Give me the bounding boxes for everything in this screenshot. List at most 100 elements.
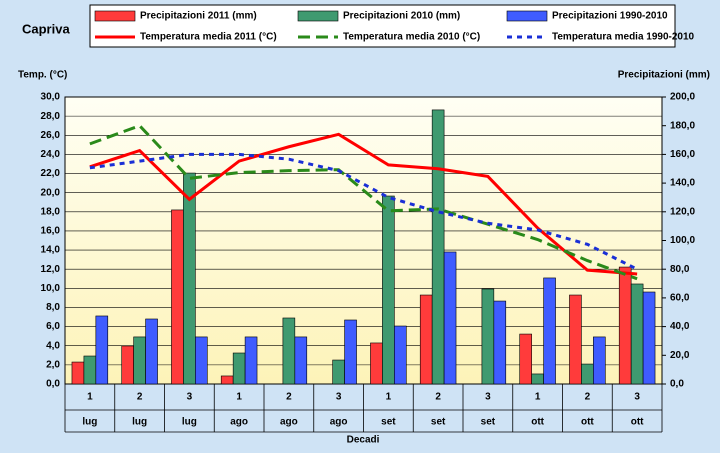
y-tick-label: 30,0	[41, 92, 61, 103]
x-group-label: lug	[182, 417, 197, 428]
y2-tick-label: 160,0	[670, 149, 695, 160]
bar	[71, 361, 85, 385]
bar	[443, 251, 457, 385]
chart-title: Capriva	[22, 21, 70, 36]
line	[89, 123, 638, 281]
y-axis-label: Temp. (°C)	[18, 70, 67, 81]
y-tick-label: 2,0	[46, 360, 60, 371]
x-group-label: set	[381, 417, 396, 428]
bar	[244, 336, 258, 385]
y-tick-label: 22,0	[41, 168, 61, 179]
bar	[519, 333, 532, 385]
bar	[618, 266, 632, 385]
legend-swatch	[297, 10, 339, 22]
y-tick-label: 6,0	[46, 321, 60, 332]
bar	[294, 336, 308, 385]
x-tick-label: 1	[386, 392, 392, 403]
bar	[344, 319, 357, 385]
bar	[543, 277, 556, 385]
y2-tick-label: 20,0	[670, 350, 690, 361]
line	[89, 152, 638, 271]
bar	[593, 336, 606, 385]
x-tick-label: 1	[535, 392, 541, 403]
bar	[394, 325, 407, 385]
x-group-label: ott	[531, 417, 544, 428]
x-group-label: set	[481, 417, 496, 428]
bar	[195, 336, 208, 385]
x-axis-label: Decadi	[347, 435, 380, 446]
bar	[370, 342, 383, 385]
x-group-label: ago	[280, 417, 298, 428]
bar	[171, 209, 184, 385]
legend-label: Precipitazioni 2010 (mm)	[343, 11, 460, 22]
bar	[83, 355, 97, 385]
x-group-label: ago	[330, 417, 348, 428]
x-group-label: ott	[581, 417, 594, 428]
y-tick-label: 12,0	[41, 264, 61, 275]
y2-axis-label: Precipitazioni (mm)	[618, 70, 710, 81]
bar	[493, 300, 507, 385]
bar	[183, 172, 196, 385]
line	[89, 132, 638, 276]
y-tick-label: 24,0	[41, 149, 61, 160]
y2-tick-label: 80,0	[670, 264, 690, 275]
y2-tick-label: 0,0	[670, 379, 684, 390]
bar	[121, 345, 134, 385]
plot-area	[64, 96, 663, 385]
x-tick-label: 3	[634, 392, 640, 403]
x-tick-label: 2	[137, 392, 143, 403]
bar	[133, 336, 146, 385]
bar	[581, 363, 594, 385]
y-tick-label: 14,0	[41, 245, 61, 256]
y2-tick-label: 60,0	[670, 293, 690, 304]
y2-tick-label: 40,0	[670, 321, 690, 332]
bar	[220, 375, 234, 385]
bar	[232, 352, 246, 385]
x-tick-label: 3	[485, 392, 491, 403]
y-tick-label: 4,0	[46, 340, 60, 351]
x-tick-label: 2	[585, 392, 591, 403]
y2-tick-label: 180,0	[670, 120, 695, 131]
y2-tick-label: 120,0	[670, 206, 695, 217]
y-tick-label: 8,0	[46, 302, 60, 313]
x-tick-label: 2	[286, 392, 292, 403]
bar	[642, 291, 656, 385]
y-tick-label: 18,0	[41, 206, 61, 217]
x-tick-label: 3	[187, 392, 193, 403]
bar	[630, 283, 644, 385]
legend-swatch	[94, 10, 136, 22]
x-tick-label: 2	[435, 392, 441, 403]
x-group-label: set	[431, 417, 446, 428]
legend-label: Temperatura media 2011 (°C)	[140, 32, 277, 43]
legend-label: Temperatura media 2010 (°C)	[343, 32, 480, 43]
legend-swatch	[506, 10, 548, 22]
bar	[382, 195, 395, 385]
x-tick-label: 3	[336, 392, 342, 403]
y-tick-label: 16,0	[41, 226, 61, 237]
bar	[481, 288, 495, 385]
legend	[89, 4, 676, 48]
bar	[282, 317, 296, 385]
legend-label: Precipitazioni 1990-2010	[552, 11, 668, 22]
y-tick-label: 10,0	[41, 283, 61, 294]
y2-tick-label: 100,0	[670, 235, 695, 246]
x-group-label: ago	[230, 417, 248, 428]
y-tick-label: 26,0	[41, 130, 61, 141]
y-tick-label: 28,0	[41, 111, 61, 122]
legend-label: Precipitazioni 2011 (mm)	[140, 11, 257, 22]
bar	[332, 359, 345, 385]
legend-label: Temperatura media 1990-2010	[552, 32, 695, 43]
y-tick-label: 0,0	[46, 379, 60, 390]
y2-tick-label: 140,0	[670, 178, 695, 189]
x-tick-label: 1	[87, 392, 93, 403]
bar	[145, 318, 158, 385]
x-tick-label: 1	[236, 392, 242, 403]
y-tick-label: 20,0	[41, 187, 61, 198]
x-group-label: lug	[132, 417, 147, 428]
x-group-label: lug	[82, 417, 97, 428]
bar	[95, 315, 109, 385]
x-group-label: ott	[631, 417, 644, 428]
bar	[531, 373, 544, 385]
bar	[431, 109, 445, 385]
